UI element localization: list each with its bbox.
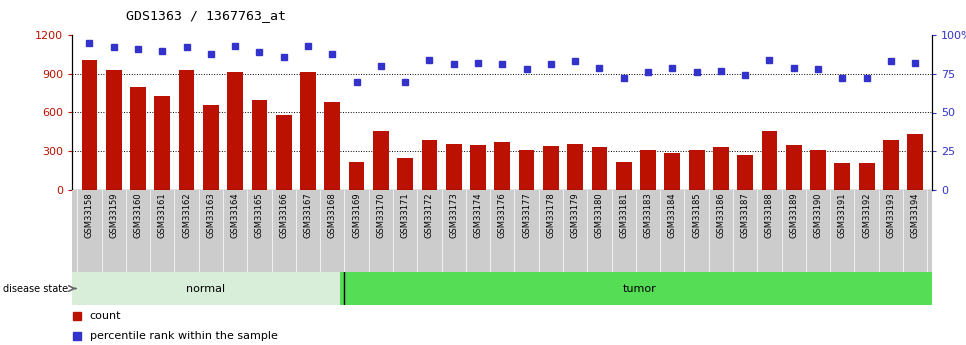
Bar <box>155 96 170 190</box>
Text: GSM33158: GSM33158 <box>85 193 94 238</box>
Bar <box>591 147 608 190</box>
Bar <box>325 102 340 190</box>
Bar <box>495 142 510 190</box>
Bar <box>713 147 728 190</box>
Bar <box>567 144 583 190</box>
Bar <box>397 158 413 190</box>
Text: GSM33179: GSM33179 <box>571 193 580 238</box>
Text: GSM33193: GSM33193 <box>887 193 895 238</box>
Bar <box>227 72 243 190</box>
Bar <box>179 70 194 190</box>
Text: GSM33192: GSM33192 <box>862 193 871 238</box>
Text: GSM33169: GSM33169 <box>352 193 361 238</box>
Text: GSM33177: GSM33177 <box>522 193 531 238</box>
Text: GSM33167: GSM33167 <box>303 193 313 238</box>
Bar <box>421 140 438 190</box>
Bar <box>689 150 704 190</box>
Bar <box>373 131 388 190</box>
Bar <box>640 150 656 190</box>
Bar <box>106 70 122 190</box>
Bar <box>761 131 778 190</box>
Text: percentile rank within the sample: percentile rank within the sample <box>90 331 277 341</box>
Text: GSM33191: GSM33191 <box>838 193 847 238</box>
Text: GSM33173: GSM33173 <box>449 193 458 238</box>
Text: GSM33159: GSM33159 <box>109 193 118 238</box>
Text: GSM33165: GSM33165 <box>255 193 264 238</box>
Text: GSM33188: GSM33188 <box>765 193 774 238</box>
Text: GDS1363 / 1367763_at: GDS1363 / 1367763_at <box>126 9 286 22</box>
Text: GSM33168: GSM33168 <box>327 193 337 238</box>
Text: GSM33180: GSM33180 <box>595 193 604 238</box>
Bar <box>859 163 874 190</box>
Text: GSM33162: GSM33162 <box>183 193 191 238</box>
Text: GSM33166: GSM33166 <box>279 193 288 238</box>
Bar <box>519 150 534 190</box>
Text: GSM33189: GSM33189 <box>789 193 798 238</box>
Text: GSM33161: GSM33161 <box>157 193 167 238</box>
Text: tumor: tumor <box>623 284 657 294</box>
Text: GSM33176: GSM33176 <box>497 193 507 238</box>
Text: GSM33185: GSM33185 <box>692 193 701 238</box>
Bar <box>276 115 292 190</box>
Bar <box>251 100 268 190</box>
Bar <box>130 87 146 190</box>
Text: GSM33186: GSM33186 <box>717 193 725 238</box>
Bar <box>835 163 850 190</box>
Bar <box>300 72 316 190</box>
Bar <box>446 144 462 190</box>
Bar <box>72 272 340 305</box>
Bar <box>616 161 632 190</box>
Text: GSM33178: GSM33178 <box>547 193 555 238</box>
Bar <box>883 140 898 190</box>
Bar <box>349 161 364 190</box>
Text: GSM33174: GSM33174 <box>473 193 483 238</box>
Bar <box>737 155 753 190</box>
Text: GSM33160: GSM33160 <box>133 193 143 238</box>
Bar <box>786 145 802 190</box>
Text: count: count <box>90 311 121 321</box>
Text: GSM33164: GSM33164 <box>231 193 240 238</box>
Bar <box>543 146 558 190</box>
Bar <box>810 150 826 190</box>
Bar <box>907 135 923 190</box>
Text: GSM33170: GSM33170 <box>377 193 385 238</box>
Text: GSM33187: GSM33187 <box>741 193 750 238</box>
Bar <box>340 272 940 305</box>
Text: GSM33184: GSM33184 <box>668 193 677 238</box>
Bar <box>470 145 486 190</box>
Bar <box>203 105 218 190</box>
Bar <box>665 152 680 190</box>
Text: GSM33181: GSM33181 <box>619 193 628 238</box>
Text: GSM33190: GSM33190 <box>813 193 822 238</box>
Text: GSM33172: GSM33172 <box>425 193 434 238</box>
Text: GSM33163: GSM33163 <box>207 193 215 238</box>
Text: GSM33194: GSM33194 <box>911 193 920 238</box>
Text: GSM33183: GSM33183 <box>643 193 653 238</box>
Bar <box>81 60 98 190</box>
Text: disease state: disease state <box>3 284 68 294</box>
Text: normal: normal <box>186 284 226 294</box>
Text: GSM33171: GSM33171 <box>401 193 410 238</box>
